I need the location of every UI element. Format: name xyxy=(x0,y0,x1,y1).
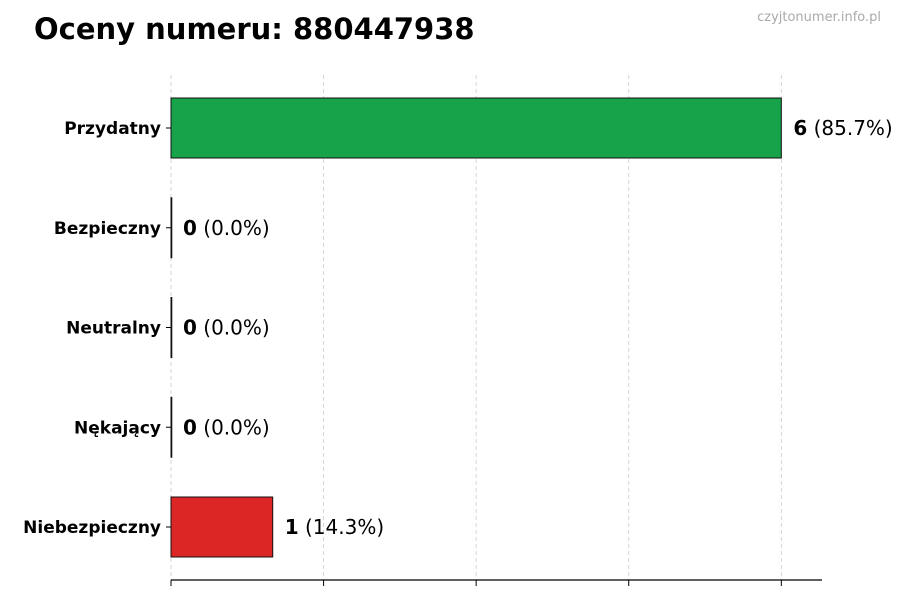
category-label: Bezpieczny xyxy=(54,219,161,239)
category-label: Przydatny xyxy=(64,119,161,139)
bar xyxy=(170,396,173,458)
value-label: 0 (0.0%) xyxy=(183,216,270,240)
category-label: Nękający xyxy=(74,418,161,438)
bar xyxy=(170,496,274,558)
category-label: Niebezpieczny xyxy=(23,518,161,538)
value-label: 6 (85.7%) xyxy=(793,116,892,140)
value-label: 0 (0.0%) xyxy=(183,415,270,439)
value-label: 1 (14.3%) xyxy=(285,515,384,539)
bar xyxy=(170,297,173,358)
chart-title: Oceny numeru: 880447938 xyxy=(34,12,475,46)
category-label: Neutralny xyxy=(66,319,161,339)
value-label: 0 (0.0%) xyxy=(183,316,270,340)
bar xyxy=(170,197,173,259)
watermark: czyjtonumer.info.pl xyxy=(757,10,881,25)
bar xyxy=(170,97,782,159)
